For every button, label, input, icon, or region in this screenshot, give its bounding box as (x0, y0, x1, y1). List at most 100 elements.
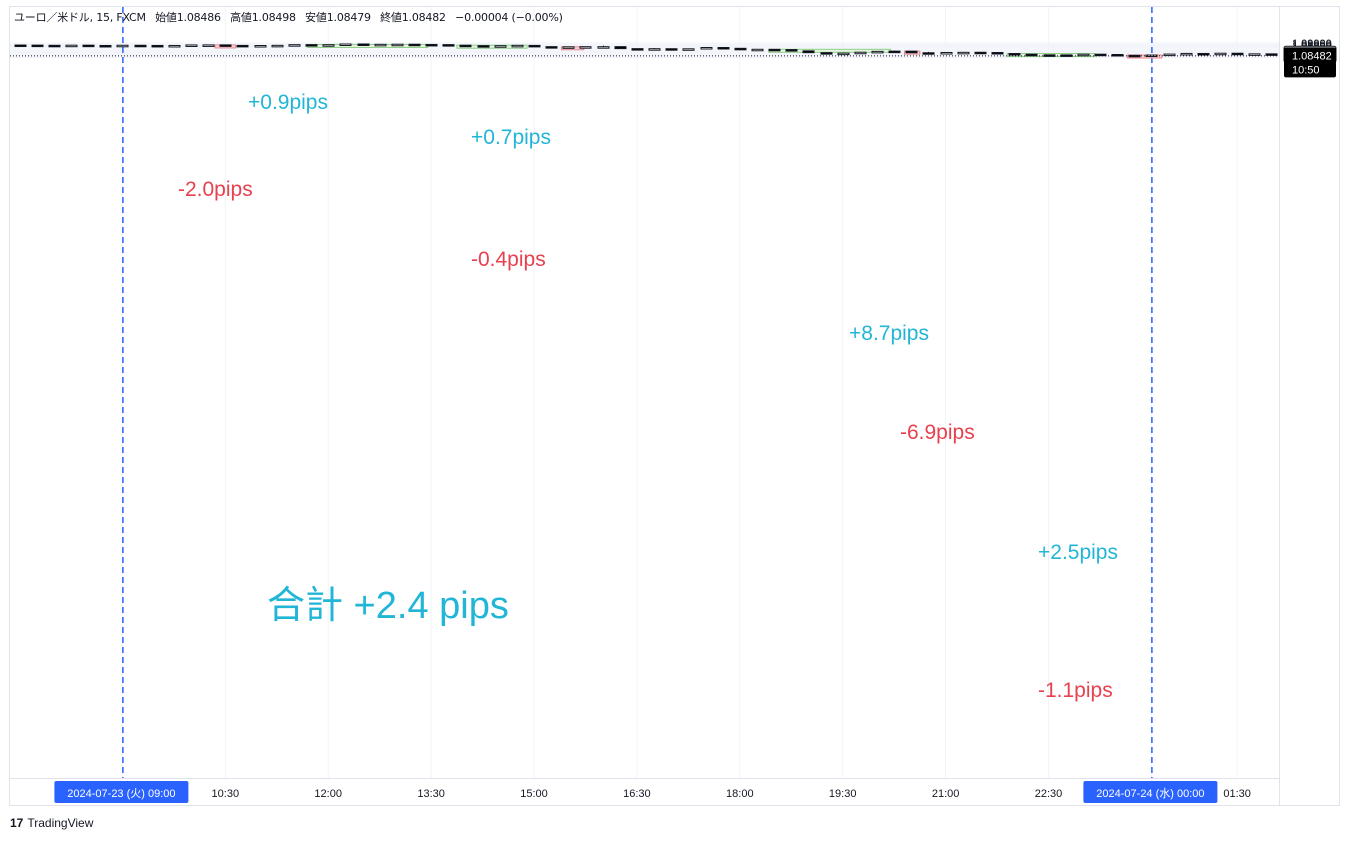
candle-up (254, 45, 267, 48)
candle-down (305, 44, 318, 47)
loss-label: -6.9pips (900, 421, 975, 444)
candle-down (357, 43, 370, 47)
candle-up (168, 44, 181, 48)
tradingview-logo[interactable]: 17 TradingView (10, 816, 93, 830)
time-tick-label: 21:00 (932, 788, 960, 800)
trade-labels: -2.0pips +0.9pips +0.7pips -0.4pips +8.7pips… (178, 91, 1118, 702)
candle-down (408, 43, 421, 47)
candle-down (528, 44, 541, 48)
candle-down (477, 45, 490, 48)
tradingview-logo-text: TradingView (27, 816, 94, 830)
candle-up (202, 44, 215, 47)
candle-down (219, 44, 232, 47)
profit-label: +8.7pips (849, 322, 929, 345)
tradingview-logo-icon: 17 (10, 816, 24, 830)
price-axis[interactable]: 1.084001.084501.085001.085501.086001.086… (1279, 7, 1337, 805)
candle-up (65, 44, 78, 48)
candle-down (974, 51, 987, 55)
candle-up (1163, 53, 1176, 57)
loss-label: -1.1pips (1038, 679, 1113, 702)
grid (10, 7, 1279, 778)
time-tick-label: 10:30 (212, 788, 240, 800)
loss-label: -2.0pips (178, 178, 253, 201)
candle-up (322, 44, 335, 47)
candle-down (236, 44, 249, 48)
candle-up (700, 47, 713, 50)
candle-down (48, 44, 61, 48)
time-tick-label: 22:30 (1035, 788, 1063, 800)
symbol-legend: ユーロ／米ドル, 15, FXCM 始値1.08486 高値1.08498 安値… (14, 9, 569, 25)
candle-down (31, 44, 44, 48)
candle-up (751, 48, 764, 52)
candle-down (768, 48, 781, 52)
loss-box (1126, 54, 1163, 59)
candle-down (717, 47, 730, 50)
candle-down (1197, 52, 1210, 56)
candle-down (922, 52, 935, 55)
candle-up (682, 48, 695, 51)
candle-up (271, 44, 284, 48)
time-axis-badge-label: 2024-07-24 (水) 00:00 (1096, 787, 1204, 800)
candle-down (82, 44, 95, 48)
candle-up (1180, 52, 1193, 56)
loss-label: -0.4pips (471, 248, 546, 271)
candle-down (1094, 53, 1107, 57)
candle-up (185, 44, 198, 47)
candle-down (99, 44, 112, 48)
candle-up (957, 51, 970, 55)
time-tick-label: 13:30 (417, 788, 445, 800)
current-price-badge (1284, 47, 1336, 78)
profit-label: +0.9pips (248, 91, 328, 114)
time-tick-label: 01:30 (1223, 788, 1251, 800)
candle-up (1077, 53, 1090, 57)
legend-symbol[interactable]: ユーロ／米ドル, 15, FXCM (14, 11, 146, 24)
time-tick-label: 19:30 (829, 788, 857, 800)
countdown-label: 10:50 (1292, 64, 1320, 76)
candle-up (648, 48, 661, 51)
candle-down (459, 44, 472, 48)
candle-down (442, 44, 455, 47)
candle-down (134, 44, 147, 48)
candle-up (837, 52, 850, 56)
candle-down (820, 52, 833, 55)
candle-up (854, 51, 867, 55)
candle-down (425, 43, 438, 47)
session-lines (122, 7, 1153, 778)
legend-close: 終値1.08482 (380, 11, 446, 24)
profit-label: +2.5pips (1038, 541, 1118, 564)
candle-down (1025, 53, 1038, 57)
candle-up (562, 46, 575, 49)
candle-down (14, 44, 27, 48)
candle-down (1231, 52, 1244, 56)
profit-label: +0.7pips (471, 126, 551, 149)
chart-frame (9, 6, 1340, 806)
candle-down (545, 46, 558, 49)
profit-box (456, 44, 528, 49)
candle-up (494, 45, 507, 48)
candle-up (339, 43, 352, 47)
candle-down (905, 50, 918, 54)
time-axis-badge (54, 781, 189, 803)
candle-down (1265, 53, 1278, 56)
candle-up (597, 46, 610, 49)
legend-low: 安値1.08479 (305, 11, 371, 24)
candle-down (888, 50, 901, 54)
candle-down (1008, 53, 1021, 56)
time-axis-badge (1083, 781, 1218, 803)
candle-up (579, 46, 592, 49)
current-price-label: 1.08482 (1292, 50, 1332, 62)
candle-down (734, 47, 747, 51)
total-label: 合計 +2.4 pips (267, 585, 509, 627)
candle-up (288, 44, 301, 47)
candle-up (374, 43, 387, 47)
candle-down (151, 44, 164, 48)
candle-down (614, 46, 627, 50)
candle-up (116, 44, 129, 48)
candle-down (665, 48, 678, 51)
time-tick-label: 15:00 (520, 788, 548, 800)
time-tick-label: 12:00 (314, 788, 342, 800)
candle-up (511, 44, 524, 48)
candle-up (871, 50, 884, 54)
